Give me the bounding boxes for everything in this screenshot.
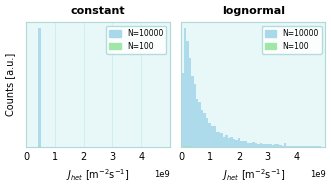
Bar [189,146,191,147]
Y-axis label: Counts [a.u.]: Counts [a.u.] [6,53,16,116]
Bar [181,146,184,147]
Bar [225,135,228,147]
Title: lognormal: lognormal [222,5,285,15]
Bar [269,144,272,147]
Bar [294,146,296,147]
Bar [286,146,289,147]
Bar [311,146,313,147]
Bar [252,142,255,147]
Bar [281,146,284,147]
Bar [186,41,189,147]
Bar [38,28,41,147]
Bar [306,146,308,147]
Bar [201,110,203,147]
Bar [257,144,260,147]
Bar [218,132,220,147]
Bar [274,144,277,147]
Bar [220,133,223,147]
Bar [272,145,274,147]
X-axis label: $J_{het}$ [m$^{-2}$s$^{-1}$]: $J_{het}$ [m$^{-2}$s$^{-1}$] [66,168,130,184]
Bar [194,84,196,147]
Legend: N=10000, N=100: N=10000, N=100 [106,26,166,54]
Bar [213,126,215,147]
Bar [301,146,304,147]
Bar [255,143,257,147]
Bar [38,146,41,147]
Bar [279,145,281,147]
Bar [291,146,294,147]
Text: 1e9: 1e9 [154,170,170,179]
Bar [211,126,213,147]
Bar [215,132,218,147]
Bar [277,145,279,147]
Bar [308,146,311,147]
Bar [230,137,233,147]
Bar [191,75,194,147]
Bar [223,137,225,147]
Bar [318,146,320,147]
Bar [206,118,208,147]
Bar [245,141,247,147]
Bar [203,113,206,147]
Text: 1e9: 1e9 [310,170,325,179]
Bar [299,146,301,147]
Bar [323,146,325,147]
Bar [196,99,199,147]
Bar [199,102,201,147]
Bar [189,58,191,147]
Legend: N=10000, N=100: N=10000, N=100 [261,26,322,54]
Title: constant: constant [71,5,125,15]
X-axis label: $J_{het}$ [m$^{-2}$s$^{-1}$]: $J_{het}$ [m$^{-2}$s$^{-1}$] [222,168,285,184]
Bar [313,146,316,147]
Bar [304,146,306,147]
Bar [228,138,230,147]
Bar [289,146,291,147]
Bar [267,144,269,147]
Bar [233,139,235,147]
Bar [184,28,186,147]
Bar [247,143,250,147]
Bar [264,144,267,147]
Bar [242,141,245,147]
Bar [316,146,318,147]
Bar [181,73,184,147]
Bar [260,143,262,147]
Bar [186,146,189,147]
Bar [208,123,211,147]
Bar [250,143,252,147]
Bar [235,140,238,147]
Bar [262,144,264,147]
Bar [184,146,186,147]
Bar [240,141,242,147]
Bar [296,146,299,147]
Bar [284,143,286,147]
Bar [238,138,240,147]
